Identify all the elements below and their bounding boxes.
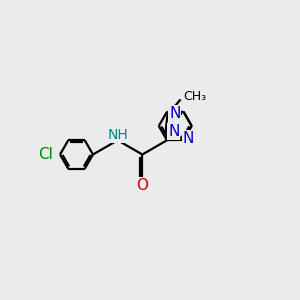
Text: N: N [169, 106, 181, 121]
Text: N: N [168, 124, 179, 139]
Text: NH: NH [107, 128, 128, 142]
Text: N: N [182, 131, 194, 146]
Text: CH₃: CH₃ [184, 90, 207, 103]
Text: O: O [136, 178, 148, 193]
Text: Cl: Cl [39, 147, 53, 162]
